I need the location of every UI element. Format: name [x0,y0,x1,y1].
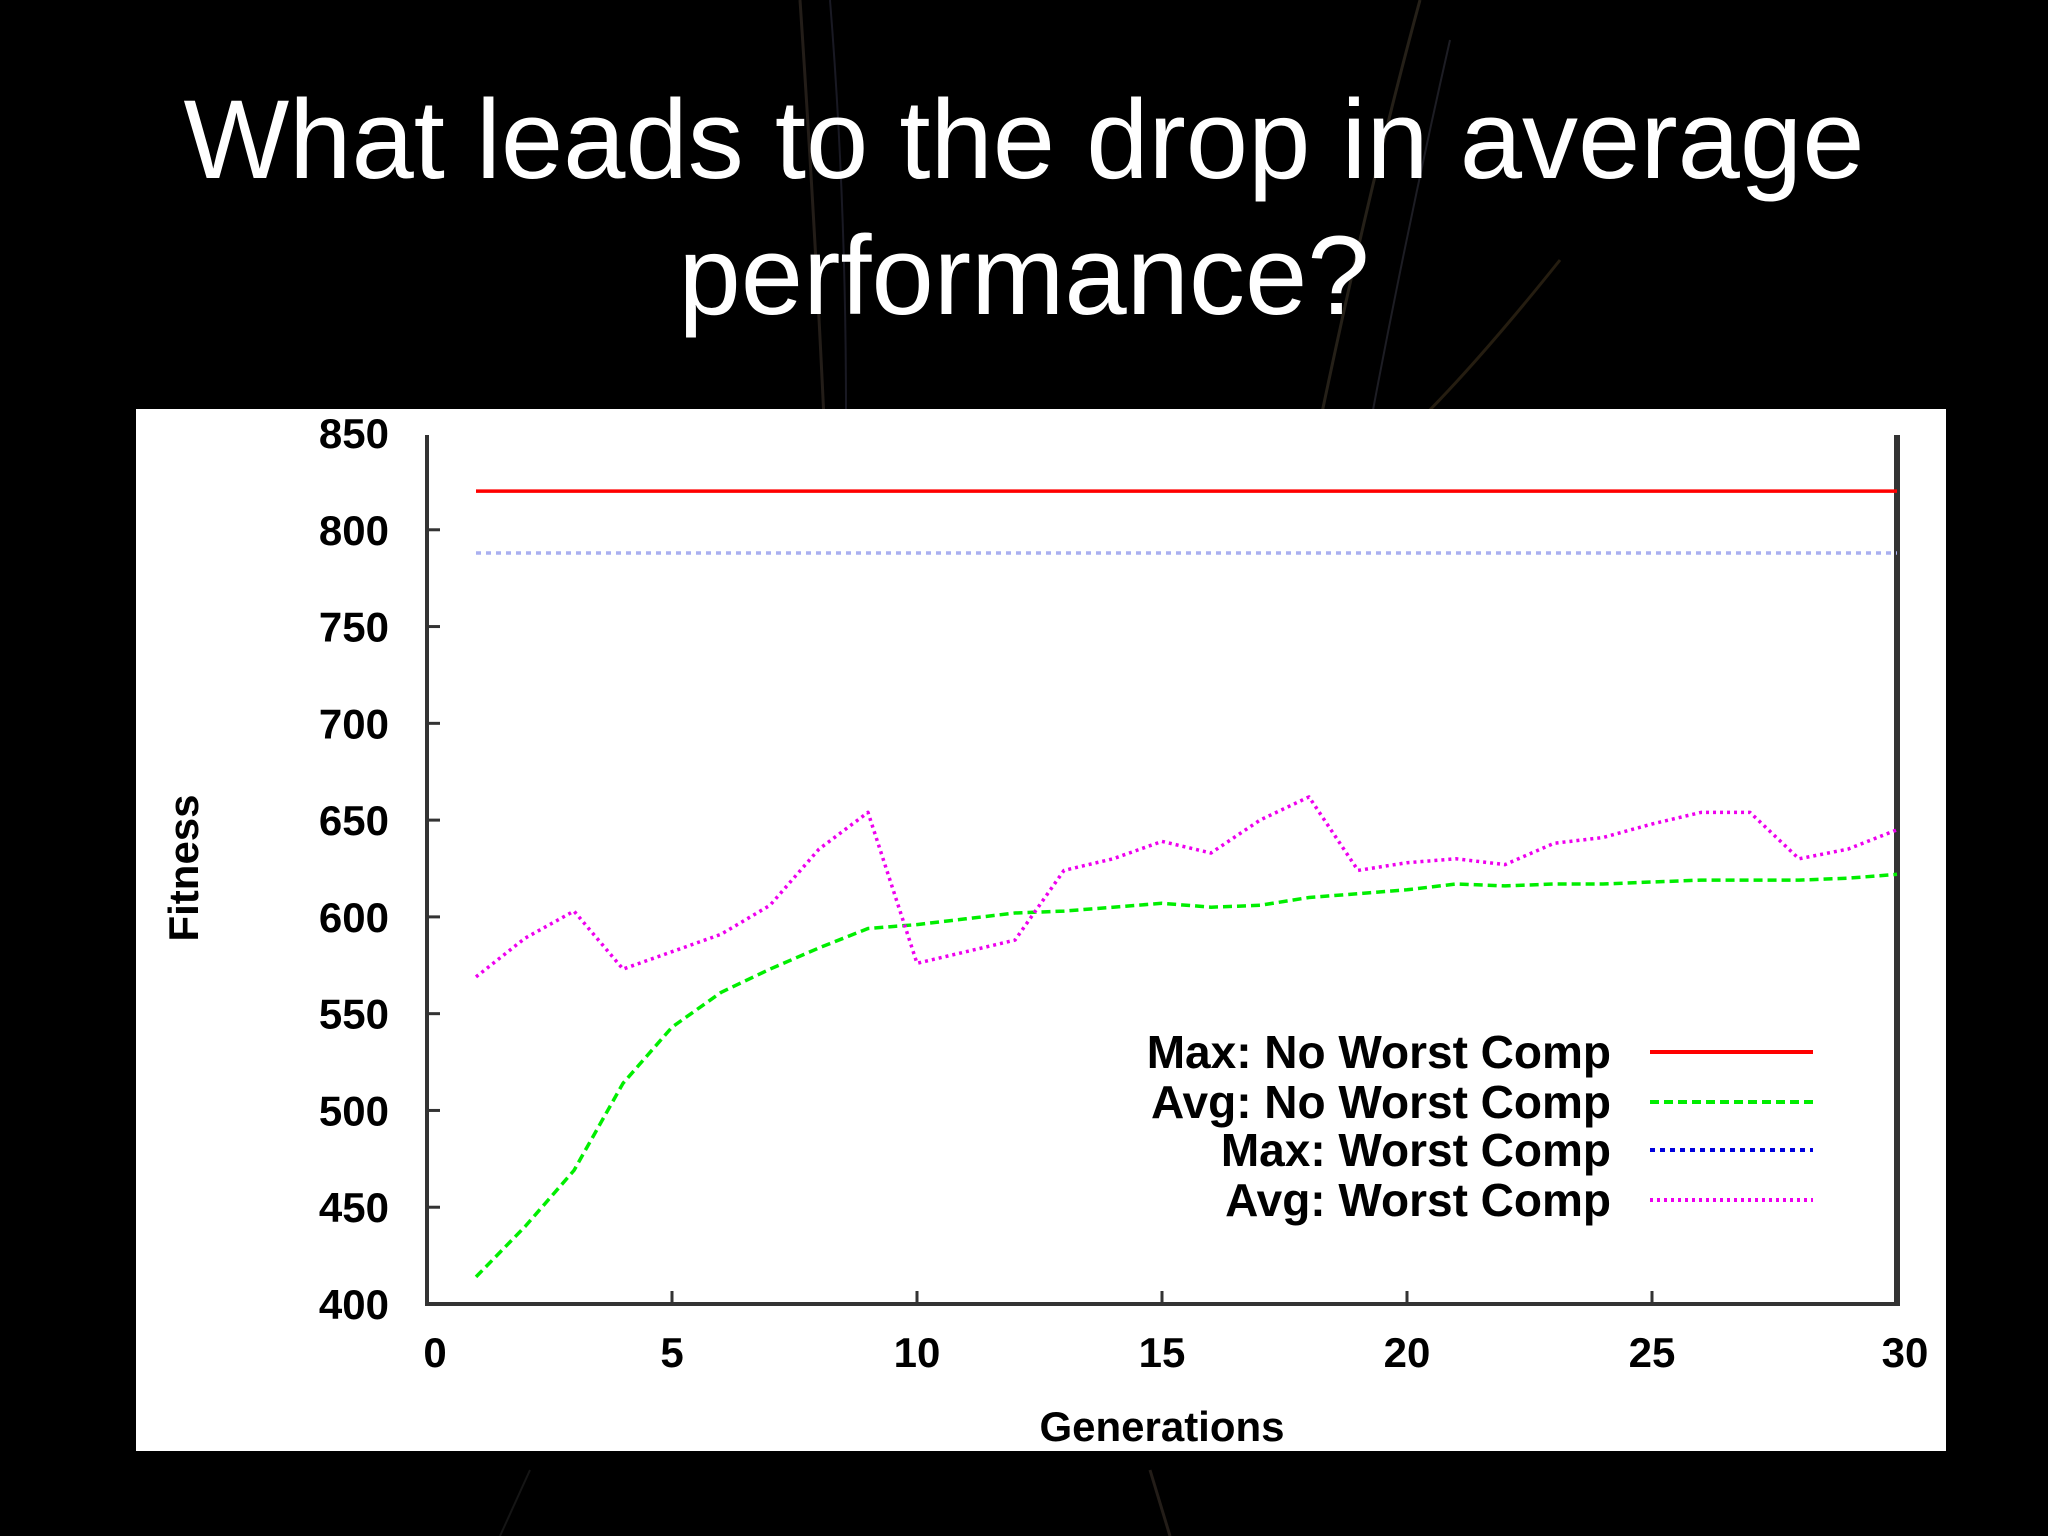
x-tick-label: 5 [660,1329,683,1376]
y-tick-label: 550 [319,991,389,1038]
y-tick-label: 700 [319,700,389,747]
legend-label: Max: Worst Comp [1221,1124,1611,1176]
series-avg-no-worst-comp [474,872,1898,1279]
chart-panel: 400 450 500 550 600 650 700 750 800 850 0 5 10 15 20 25… [136,409,1946,1451]
x-tick-label: 15 [1139,1329,1186,1376]
y-tick-label: 750 [319,604,389,651]
chart-series [474,489,1898,1279]
x-tick-label: 10 [894,1329,941,1376]
y-tick-label: 800 [319,507,389,554]
x-tick-label: 30 [1882,1329,1929,1376]
slide-title: What leads to the drop in average perfor… [0,72,2048,344]
legend-label: Max: No Worst Comp [1147,1026,1611,1078]
y-tick-label: 650 [319,797,389,844]
x-tick-label: 20 [1384,1329,1431,1376]
y-tick-label: 400 [319,1281,389,1328]
y-tick-label: 450 [319,1184,389,1231]
x-axis-label: Generations [1039,1403,1284,1450]
legend-label: Avg: Worst Comp [1225,1174,1611,1226]
x-tick-label: 25 [1629,1329,1676,1376]
series-avg-worst-comp [474,795,1898,979]
y-tick-label: 500 [319,1087,389,1134]
y-tick-label: 600 [319,894,389,941]
title-line-2: performance? [678,213,1370,338]
chart-axes: 400 450 500 550 600 650 700 750 800 850 0 5 10 15 20 25… [319,410,1928,1376]
legend-label: Avg: No Worst Comp [1151,1076,1611,1128]
y-axis-label: Fitness [160,794,207,941]
x-tick-label: 0 [423,1329,446,1376]
y-tick-label: 850 [319,410,389,457]
fitness-chart: 400 450 500 550 600 650 700 750 800 850 0 5 10 15 20 25… [160,410,1928,1450]
title-line-1: What leads to the drop in average [183,77,1865,202]
